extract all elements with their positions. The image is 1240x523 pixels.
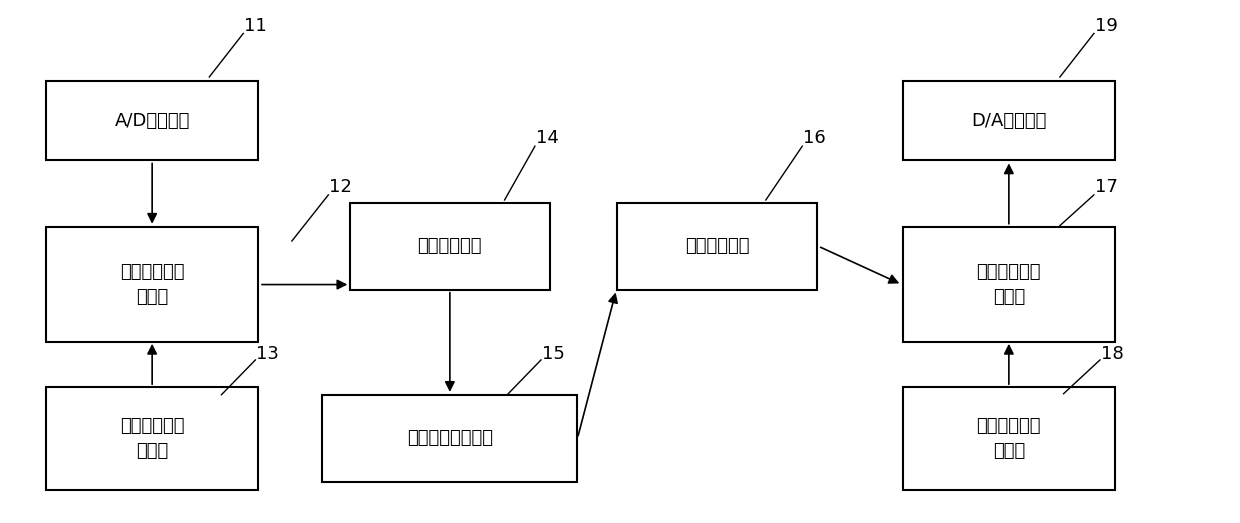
- Text: 15: 15: [542, 345, 564, 363]
- Bar: [903, 81, 1115, 160]
- Bar: [618, 202, 817, 290]
- Text: 14: 14: [536, 130, 558, 147]
- Text: 内插滤波系统: 内插滤波系统: [684, 237, 749, 255]
- Text: 11: 11: [244, 17, 267, 35]
- Text: 下变频混频处
理模块: 下变频混频处 理模块: [120, 263, 185, 306]
- Text: 13: 13: [257, 345, 279, 363]
- Text: 数字选频滤波系统: 数字选频滤波系统: [407, 429, 492, 447]
- Bar: [46, 81, 258, 160]
- Text: 抽取滤波系统: 抽取滤波系统: [418, 237, 482, 255]
- Text: 上变频混频处
理模块: 上变频混频处 理模块: [977, 263, 1042, 306]
- Text: 12: 12: [329, 178, 352, 196]
- Bar: [46, 227, 258, 342]
- Text: 18: 18: [1101, 345, 1123, 363]
- Bar: [46, 387, 258, 490]
- Text: 17: 17: [1095, 178, 1117, 196]
- Bar: [903, 227, 1115, 342]
- Text: 16: 16: [804, 130, 826, 147]
- Text: A/D转换模块: A/D转换模块: [114, 111, 190, 130]
- Text: 上变频数字本
振模块: 上变频数字本 振模块: [977, 417, 1042, 460]
- Text: D/A转换模块: D/A转换模块: [971, 111, 1047, 130]
- Bar: [903, 387, 1115, 490]
- Bar: [350, 202, 551, 290]
- Text: 19: 19: [1095, 17, 1117, 35]
- Bar: [322, 395, 578, 482]
- Text: 下变频数字本
振模块: 下变频数字本 振模块: [120, 417, 185, 460]
